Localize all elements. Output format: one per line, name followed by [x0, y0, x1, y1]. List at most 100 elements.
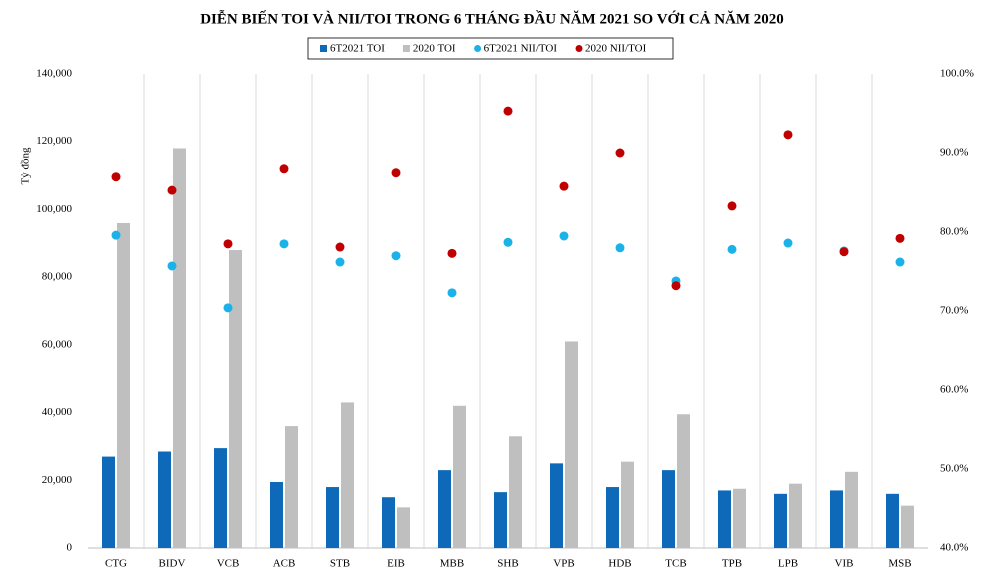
scatter-point [391, 251, 401, 261]
bar [397, 507, 410, 548]
x-tick-label: VPB [553, 558, 574, 570]
bar [102, 456, 115, 548]
y-tick-label: 60,000 [42, 338, 73, 350]
scatter-point [503, 237, 513, 247]
scatter-point [895, 257, 905, 267]
scatter-point [727, 201, 737, 211]
legend-label: 2020 NII/TOI [585, 43, 647, 55]
bar [326, 487, 339, 548]
bar [606, 487, 619, 548]
bar [341, 402, 354, 548]
scatter-point [559, 231, 569, 241]
x-tick-label: HDB [608, 558, 631, 570]
bar [774, 493, 787, 548]
scatter-point [167, 185, 177, 195]
bar [117, 222, 130, 548]
bar [509, 436, 522, 548]
bar [677, 414, 690, 548]
bar [270, 481, 283, 548]
bar [621, 461, 634, 548]
scatter-point [391, 168, 401, 178]
bar [173, 148, 186, 548]
scatter-point [615, 148, 625, 158]
x-tick-label: TCB [665, 558, 686, 570]
y-tick-label: 0 [67, 542, 73, 554]
scatter-point [111, 172, 121, 182]
x-tick-label: MBB [440, 558, 464, 570]
bar [382, 497, 395, 548]
scatter-point [447, 248, 457, 258]
bar [662, 470, 675, 548]
x-tick-label: EIB [387, 558, 405, 570]
y2-tick-label: 100.0% [940, 68, 974, 80]
scatter-point [223, 239, 233, 249]
bar [214, 448, 227, 548]
y-tick-label: 100,000 [36, 203, 72, 215]
bar [494, 492, 507, 548]
scatter-point [335, 242, 345, 252]
scatter-point [559, 181, 569, 191]
bar [733, 488, 746, 548]
bar [453, 405, 466, 548]
bar [550, 463, 563, 548]
bar [285, 426, 298, 548]
legend-label: 2020 TOI [413, 43, 456, 55]
x-tick-label: BIDV [159, 558, 186, 570]
legend-marker [474, 45, 482, 52]
scatter-point [111, 230, 121, 240]
chart-title: DIỄN BIẾN TOI VÀ NII/TOI TRONG 6 THÁNG Đ… [200, 9, 784, 27]
y-axis-label: Tỷ đồng [20, 147, 32, 184]
scatter-point [167, 261, 177, 271]
scatter-point [671, 281, 681, 291]
scatter-point [839, 247, 849, 257]
x-tick-label: STB [330, 558, 350, 570]
legend-marker [402, 45, 410, 52]
legend-marker [320, 45, 327, 52]
bar [830, 490, 843, 548]
y-tick-label: 120,000 [36, 135, 72, 147]
legend-label: 6T2021 NII/TOI [484, 43, 558, 55]
x-tick-label: LPB [778, 558, 798, 570]
y-tick-label: 140,000 [36, 68, 72, 80]
scatter-point [279, 164, 289, 174]
x-tick-label: VIB [835, 558, 854, 570]
bar [901, 505, 914, 548]
bar [565, 341, 578, 548]
x-tick-label: ACB [273, 558, 296, 570]
y-tick-label: 20,000 [42, 474, 73, 486]
x-tick-label: TPB [722, 558, 742, 570]
bar [158, 451, 171, 548]
y2-tick-label: 90.0% [940, 147, 968, 159]
bar [229, 250, 242, 549]
legend-marker [575, 45, 583, 52]
y-tick-label: 80,000 [42, 271, 73, 283]
scatter-point [335, 257, 345, 267]
scatter-point [279, 239, 289, 249]
y2-tick-label: 50.0% [940, 463, 968, 475]
x-tick-label: MSB [888, 558, 911, 570]
x-tick-label: CTG [105, 558, 127, 570]
x-tick-label: SHB [497, 558, 518, 570]
scatter-point [727, 244, 737, 254]
bar [845, 471, 858, 548]
bar [886, 493, 899, 548]
scatter-point [783, 238, 793, 248]
scatter-point [503, 106, 513, 116]
y2-tick-label: 40.0% [940, 542, 968, 554]
y2-tick-label: 60.0% [940, 384, 968, 396]
bar [438, 470, 451, 548]
y-tick-label: 40,000 [42, 406, 73, 418]
x-tick-label: VCB [217, 558, 240, 570]
scatter-point [895, 233, 905, 243]
scatter-point [783, 130, 793, 140]
scatter-point [615, 243, 625, 253]
bar [789, 483, 802, 548]
legend-box [307, 37, 674, 60]
y2-tick-label: 70.0% [940, 305, 968, 317]
scatter-point [223, 303, 233, 313]
legend-label: 6T2021 TOI [330, 43, 385, 55]
scatter-point [447, 288, 457, 298]
bar [718, 490, 731, 548]
